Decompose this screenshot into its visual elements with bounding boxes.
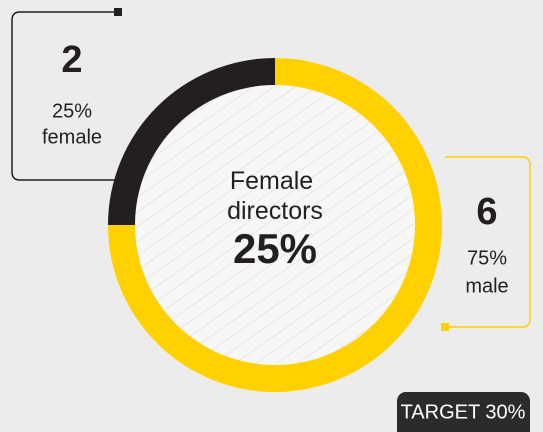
count-label: 2 — [61, 39, 82, 81]
callout-frame — [445, 156, 531, 328]
target-label: TARGET 30% — [401, 401, 526, 423]
donut-segment — [108, 58, 275, 225]
category-label: male — [465, 275, 508, 297]
callout-marker — [114, 8, 122, 16]
center-title-line: Female — [230, 167, 313, 195]
callout-frame — [11, 11, 132, 181]
share-label: 25% — [52, 100, 92, 122]
category-label: female — [42, 126, 102, 148]
share-label: 75% — [467, 247, 507, 269]
count-label: 6 — [476, 191, 497, 233]
center-title: Female directors — [227, 167, 323, 225]
center-value: 25% — [233, 225, 317, 272]
callout-marker — [441, 323, 449, 331]
donut — [108, 58, 442, 392]
target-badge — [397, 392, 530, 432]
center-title-line: directors — [227, 197, 323, 225]
donut-hole — [135, 85, 415, 365]
